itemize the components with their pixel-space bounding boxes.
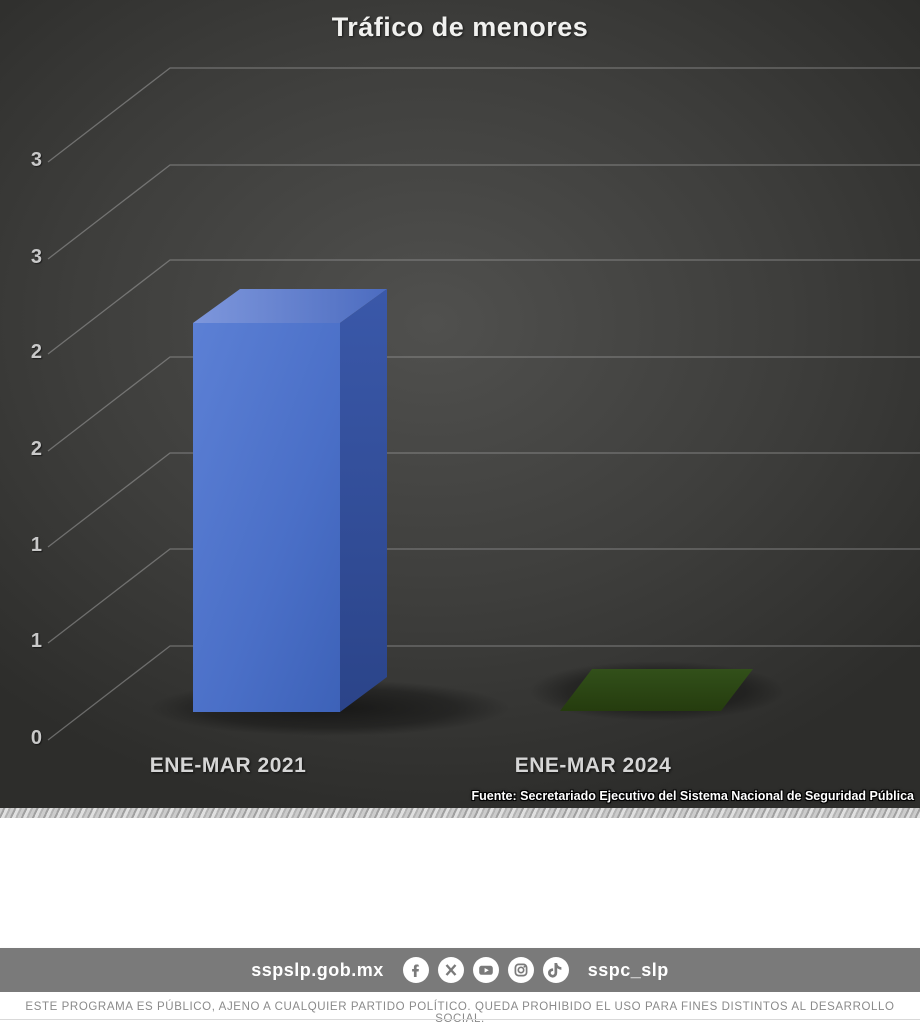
website-url: sspslp.gob.mx [251, 959, 384, 980]
ytick-2: 2 [30, 341, 42, 363]
ytick-1_5: 2 [30, 438, 42, 460]
instagram-icon [507, 957, 534, 983]
x-twitter-icon [437, 957, 464, 983]
ytick-0: 0 [30, 727, 42, 749]
bar-2021 [193, 289, 387, 712]
category-label-2021: ENE-MAR 2021 [149, 754, 307, 777]
social-bar: sspslp.gob.mx [0, 948, 920, 992]
bar-2021-side-face [340, 289, 387, 712]
youtube-icon [472, 957, 499, 983]
ytick-1: 1 [30, 534, 42, 556]
bar-chart-canvas [47, 67, 920, 741]
chart-title: Tráfico de menores [331, 12, 589, 42]
ytick-3: 3 [30, 149, 42, 171]
social-handle: sspc_slp [587, 959, 669, 980]
ytick-0_5: 1 [30, 630, 42, 652]
chart-area: Tráfico de menores [0, 0, 920, 808]
source-attribution: Fuente: Secretariado Ejecutivo del Siste… [471, 789, 915, 803]
bar-2024 [560, 669, 753, 711]
disclaimer-band: ESTE PROGRAMA ES PÚBLICO, AJENO A CUALQU… [0, 992, 920, 1023]
gridlines [47, 67, 920, 741]
disclaimer-text: ESTE PROGRAMA ES PÚBLICO, AJENO A CUALQU… [25, 1001, 895, 1023]
bar-2021-top-face [193, 289, 387, 323]
facebook-icon [402, 957, 429, 983]
tiktok-icon [542, 957, 569, 983]
footer-logo-band: PODER EJECUTIVO DEL ESTADO DE SAN LUIS P… [0, 818, 920, 948]
bar-2021-front-face [193, 323, 340, 712]
bottom-rule [0, 1019, 920, 1020]
texture-divider [0, 808, 920, 818]
category-label-2024: ENE-MAR 2024 [514, 754, 672, 777]
ytick-2_5: 3 [30, 246, 42, 268]
